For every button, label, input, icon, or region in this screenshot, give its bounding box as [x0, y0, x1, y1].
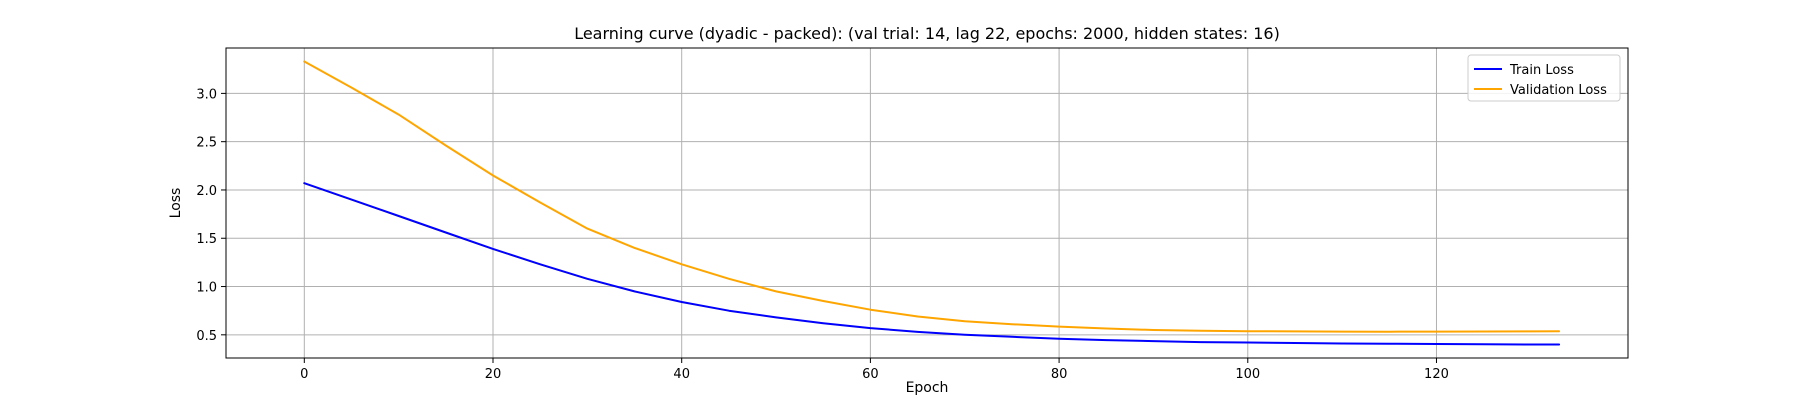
chart-title: Learning curve (dyadic - packed): (val t…	[574, 24, 1280, 43]
x-tick-label: 40	[673, 367, 690, 382]
plot-frame	[225, 47, 1629, 359]
grid	[226, 48, 1628, 358]
legend-label: Train Loss	[1509, 63, 1574, 78]
x-axis-label: Epoch	[906, 380, 949, 396]
legend-label: Validation Loss	[1510, 83, 1607, 98]
y-tick-label: 3.0	[196, 87, 217, 102]
series-layer	[303, 60, 1561, 346]
y-axis-label: Loss	[168, 188, 184, 219]
x-axis: 0 20 40 60 80 100 120	[300, 358, 1449, 382]
y-tick-label: 1.0	[196, 281, 217, 296]
y-tick-label: 1.5	[196, 232, 217, 247]
x-tick-label: 60	[862, 367, 879, 382]
x-tick-label: 80	[1051, 367, 1068, 382]
series-line-validation-loss	[303, 60, 1561, 333]
x-tick-label: 20	[485, 367, 502, 382]
y-tick-label: 2.5	[196, 136, 217, 151]
x-tick-label: 120	[1424, 367, 1449, 382]
y-tick-label: 0.5	[196, 329, 217, 344]
x-tick-label: 100	[1235, 367, 1260, 382]
legend-box	[1467, 54, 1621, 102]
y-axis: 0.5 1.0 1.5 2.0 2.5 3.0	[196, 87, 226, 344]
y-tick-label: 2.0	[196, 184, 217, 199]
series-line-train-loss	[303, 182, 1561, 346]
legend: Train Loss Validation Loss	[1467, 54, 1621, 102]
x-tick-label: 0	[300, 367, 308, 382]
